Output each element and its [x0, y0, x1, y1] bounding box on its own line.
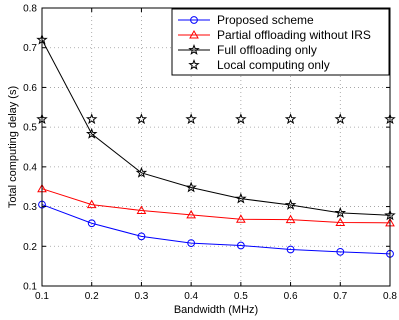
series-line-full-offloading-only	[41, 39, 391, 216]
data-point-proposed-scheme	[137, 232, 146, 241]
data-point-local-computing-only	[235, 113, 247, 125]
legend-swatch-marker	[190, 16, 198, 24]
x-tick-label: 0.7	[333, 291, 347, 302]
legend-label: Partial offloading without IRS	[217, 28, 371, 42]
data-point-full-offloading-only	[235, 192, 247, 204]
x-tick-label: 0.2	[85, 291, 99, 302]
series-full-offloading-only	[36, 33, 396, 221]
legend-swatch-marker	[188, 58, 200, 70]
legend-swatch-marker	[188, 43, 200, 55]
data-point-local-computing-only	[185, 113, 197, 125]
data-point-proposed-scheme	[187, 239, 196, 248]
y-tick-label: 0.8	[23, 4, 37, 15]
data-point-local-computing-only	[135, 113, 148, 125]
series-line-proposed-scheme	[41, 204, 391, 255]
data-point-proposed-scheme	[286, 245, 295, 254]
y-tick-label: 0.2	[23, 242, 37, 253]
data-point-full-offloading-only	[284, 198, 297, 210]
legend-label: Proposed scheme	[217, 13, 314, 27]
legend-label: Full offloading only	[217, 43, 317, 57]
x-tick-label: 0.6	[284, 291, 298, 302]
data-point-full-offloading-only	[135, 166, 148, 178]
x-tick-label: 0.8	[383, 291, 397, 302]
data-point-local-computing-only	[85, 113, 98, 125]
data-point-local-computing-only	[334, 113, 347, 125]
legend-item-full-offloading-only: Full offloading only	[178, 43, 317, 57]
data-point-proposed-scheme	[87, 219, 96, 228]
data-point-partial-offloading-without-irs	[136, 205, 147, 215]
data-point-proposed-scheme	[236, 241, 245, 250]
data-point-proposed-scheme	[336, 247, 345, 256]
x-axis-title: Bandwidth (MHz)	[174, 304, 258, 316]
legend-item-proposed-scheme: Proposed scheme	[178, 13, 314, 27]
y-tick-label: 0.4	[23, 162, 37, 173]
y-tick-label: 0.3	[23, 202, 37, 213]
series-local-computing-only	[36, 113, 396, 125]
x-tick-label: 0.4	[184, 291, 198, 302]
y-tick-label: 0.6	[23, 83, 37, 94]
x-tick-label: 0.3	[134, 291, 148, 302]
legend-label: Local computing only	[217, 58, 330, 72]
data-point-partial-offloading-without-irs	[186, 209, 197, 219]
plot-frame	[41, 7, 391, 287]
data-point-full-offloading-only	[185, 181, 197, 193]
x-tick-label: 0.5	[234, 291, 248, 302]
data-point-partial-offloading-without-irs	[235, 214, 246, 223]
y-tick-label: 0.5	[23, 123, 37, 134]
series-line-partial-offloading-without-irs	[41, 188, 391, 224]
axis-ticks: 0.1 0.2 0.3 0.4 0.5 0.6 0.7 0.8 0.1 0.2 0.3 0.4 0.5 0…	[23, 4, 397, 303]
y-tick-label: 0.1	[23, 282, 37, 293]
legend-item-local-computing-only: Local computing only	[188, 58, 330, 72]
data-point-partial-offloading-without-irs	[335, 217, 346, 226]
legend-swatch-marker	[189, 29, 199, 39]
data-point-partial-offloading-without-irs	[86, 199, 97, 209]
y-axis-title: Total computing delay (s)	[7, 86, 19, 208]
data-point-full-offloading-only	[334, 206, 347, 218]
legend-item-partial-offloading-without-irs: Partial offloading without IRS	[178, 28, 371, 42]
series-partial-offloading-without-irs	[37, 183, 395, 227]
y-tick-label: 0.7	[23, 43, 37, 54]
data-point-partial-offloading-without-irs	[285, 214, 296, 224]
x-tick-label: 0.1	[35, 291, 49, 302]
data-point-local-computing-only	[284, 113, 297, 125]
data-point-full-offloading-only	[85, 127, 98, 139]
